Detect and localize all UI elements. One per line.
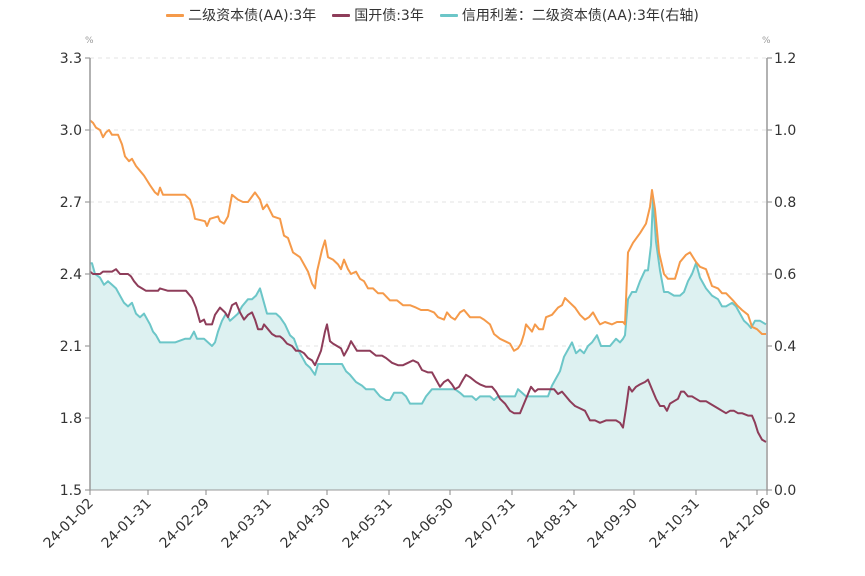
x-axis-tick-label: 24-03-31 — [219, 496, 275, 552]
left-axis-tick-label: 2.1 — [60, 339, 82, 355]
legend-label: 二级资本债(AA):3年 — [188, 8, 317, 24]
legend-item-tier2-aa-3y[interactable]: 二级资本债(AA):3年 — [166, 5, 316, 25]
series-line-1[interactable] — [89, 268, 767, 443]
right-axis-tick-label: 0.6 — [774, 267, 796, 283]
left-axis-tick-label: 2.7 — [60, 195, 82, 211]
x-axis-tick-label: 24-10-31 — [647, 496, 703, 552]
legend-swatch-orange-icon — [166, 13, 185, 17]
series-lines — [89, 119, 767, 443]
x-axis-tick-label: 24-06-30 — [401, 496, 457, 552]
spread-area-fill — [90, 198, 766, 490]
left-axis-tick-label: 1.5 — [60, 483, 82, 499]
x-axis-tick-label: 24-01-02 — [41, 496, 97, 552]
left-axis-tick-label: 3.0 — [60, 123, 82, 139]
series-line-2[interactable] — [90, 197, 767, 405]
x-axis-tick-label: 24-04-30 — [278, 496, 334, 552]
legend-item-credit-spread[interactable]: 信用利差：二级资本债(AA):3年(右轴) — [439, 5, 699, 25]
legend-item-cdb-3y[interactable]: 国开债:3年 — [332, 5, 424, 25]
right-axis-unit: % — [762, 36, 771, 46]
legend-swatch-purple-icon — [332, 13, 351, 17]
legend-label: 信用利差：二级资本债(AA):3年(右轴) — [461, 8, 699, 24]
series-line-0[interactable] — [89, 119, 766, 352]
left-axis-tick-label: 1.8 — [60, 411, 82, 427]
x-axis-tick-label: 24-08-31 — [525, 496, 581, 552]
x-axis-tick-label: 24-09-30 — [585, 496, 641, 552]
right-axis-tick-label: 1.0 — [774, 123, 796, 139]
x-axis-tick-label: 24-01-31 — [99, 496, 155, 552]
x-axis-tick-label: 24-05-31 — [340, 496, 396, 552]
right-axis-tick-label: 0.4 — [774, 339, 796, 355]
legend-swatch-teal-icon — [439, 13, 458, 17]
left-axis-unit: % — [85, 36, 94, 46]
right-axis-tick-label: 0.2 — [774, 411, 796, 427]
right-axis-tick-label: 0.8 — [774, 195, 796, 211]
x-axis-tick-label: 24-07-31 — [463, 496, 519, 552]
legend-label: 国开债:3年 — [354, 8, 424, 24]
left-axis-tick-label: 3.3 — [60, 51, 82, 67]
chart-legend: 二级资本债(AA):3年 国开债:3年 信用利差：二级资本债(AA):3年(右轴… — [0, 0, 865, 30]
x-axis-tick-label: 24-02-29 — [157, 496, 213, 552]
left-axis-tick-label: 2.4 — [60, 267, 82, 283]
right-axis-tick-label: 0.0 — [774, 483, 796, 499]
x-axis-tick-label: 24-12-06 — [718, 495, 774, 551]
right-axis-tick-label: 1.2 — [774, 51, 796, 67]
spread-area — [90, 198, 766, 490]
